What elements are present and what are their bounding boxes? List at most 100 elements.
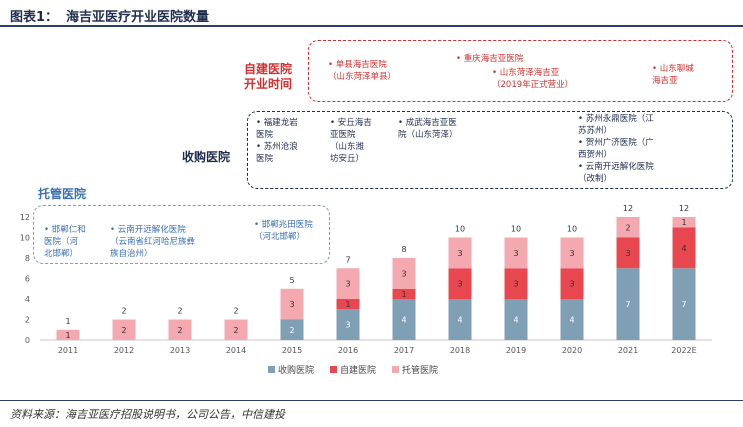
own-note-4: • 山东聊城 海吉亚 <box>652 64 694 86</box>
own-note-2: • 重庆海吉亚医院 <box>456 54 524 64</box>
managed-note-3: • 邯郸兆田医院 （河北邯郸） <box>254 220 313 242</box>
acquired-note-2: • 安丘海吉 亚医院 （山东潍 坊安丘） <box>330 118 372 164</box>
own-note-3: • 山东菏泽海吉亚 （2019年正式营业） <box>492 68 574 90</box>
bar-segment <box>112 319 136 340</box>
figure-title-text: 海吉亚医疗开业医院数量 <box>66 10 210 25</box>
segment-value-label: 4 <box>513 316 518 325</box>
y-axis-ticks: 0 2 4 6 8 10 12 <box>20 213 30 345</box>
x-tick-label: 2022E <box>671 346 696 355</box>
segment-value-label: 2 <box>233 326 238 335</box>
legend-swatch <box>330 366 337 373</box>
bar-segment <box>504 237 528 269</box>
segment-value-label: 3 <box>513 280 518 289</box>
y-tick-label: 8 <box>25 254 30 263</box>
legend-label: 自建医院 <box>340 364 376 376</box>
figure-title: 图表1： 海吉亚医疗开业医院数量 <box>10 6 209 25</box>
top-rule <box>0 25 743 27</box>
segment-value-label: 2 <box>289 326 294 335</box>
segment-value-label: 3 <box>345 321 350 330</box>
segment-value-label: 3 <box>513 249 518 258</box>
bar-segment <box>504 299 528 340</box>
bars: 0011002200220022235313741384331043310433… <box>56 204 696 341</box>
x-axis-ticks: 2011 2012 2013 2014 2015 2016 2017 2018 2019 2020… <box>58 346 697 355</box>
bar-total-label: 5 <box>289 276 294 285</box>
x-tick-label: 2014 <box>226 346 246 355</box>
acquired-note-1: • 福建龙岩 医院 • 苏州沧浪 医院 <box>256 118 298 164</box>
segment-value-label: 2 <box>625 223 630 232</box>
segment-value-label: 3 <box>457 249 462 258</box>
segment-value-label: 1 <box>345 300 350 309</box>
bar-segment <box>336 299 360 310</box>
segment-value-label: 7 <box>681 300 686 309</box>
bar-segment <box>56 329 80 340</box>
bar-segment <box>560 299 584 340</box>
bar-segment <box>672 217 696 228</box>
x-tick-label: 2012 <box>114 346 134 355</box>
segment-value-label: 3 <box>457 280 462 289</box>
bar-total-label: 12 <box>679 204 689 213</box>
segment-value-label: 4 <box>681 244 686 253</box>
bar-segment <box>336 268 360 299</box>
x-tick-label: 2018 <box>450 346 470 355</box>
acquired-hospitals-heading: 收购医院 <box>182 150 231 164</box>
legend-label: 托管医院 <box>402 364 438 376</box>
segment-value-label: 4 <box>457 316 462 325</box>
bar-total-label: 2 <box>121 307 126 316</box>
bar-segment <box>504 268 528 299</box>
x-tick-label: 2015 <box>282 346 302 355</box>
managed-note-1: • 邯郸仁和 医院（河 北邯郸） <box>44 225 86 259</box>
y-tick-label: 2 <box>25 316 30 325</box>
own-note-1: • 单县海吉医院 （山东菏泽单县） <box>328 60 397 82</box>
managed-note-2: • 云南开远解化医院 （云南省红河哈尼族彝 族自治州） <box>110 225 196 259</box>
acquired-note-4: • 苏州永鼎医院（江 苏苏州） • 贺州广济医院（广 西贺州） • 云南开远解化… <box>578 114 654 184</box>
segment-value-label: 4 <box>569 316 574 325</box>
x-tick-label: 2019 <box>506 346 526 355</box>
x-tick-label: 2020 <box>562 346 582 355</box>
source-note: 资料来源：海吉亚医疗招股说明书，公司公告，中信建投 <box>10 408 285 421</box>
own-hospitals-heading: 自建医院 开业时间 <box>243 62 292 91</box>
bar-segment <box>168 319 192 340</box>
segment-value-label: 1 <box>681 218 686 227</box>
segment-value-label: 1 <box>401 290 406 299</box>
bar-total-label: 2 <box>233 307 238 316</box>
acquired-hospitals-box <box>247 111 733 189</box>
segment-value-label: 3 <box>401 269 406 278</box>
bar-segment <box>392 288 416 299</box>
bar-total-label: 12 <box>623 204 633 213</box>
bar-segment <box>448 268 472 299</box>
bar-total-label: 10 <box>511 225 521 234</box>
segment-value-label: 7 <box>625 300 630 309</box>
bar-segment <box>392 299 416 340</box>
bottom-rule <box>0 400 743 401</box>
segment-value-label: 2 <box>121 326 126 335</box>
segment-value-label: 1 <box>65 331 70 340</box>
y-tick-label: 10 <box>20 234 30 243</box>
bar-segment <box>448 237 472 269</box>
y-tick-label: 0 <box>25 336 30 345</box>
bar-segment <box>280 288 304 320</box>
y-tick-label: 6 <box>25 275 30 284</box>
legend-swatch <box>268 366 275 373</box>
bar-segment <box>448 299 472 340</box>
x-tick-label: 2017 <box>394 346 414 355</box>
bar-total-label: 1 <box>65 317 70 326</box>
bar-segment <box>336 309 360 340</box>
bar-total-label: 10 <box>567 225 577 234</box>
bar-total-label: 2 <box>177 307 182 316</box>
segment-value-label: 3 <box>569 249 574 258</box>
acquired-note-3: • 成武海吉亚医 院（山东菏泽） <box>398 118 458 140</box>
bar-segment <box>560 268 584 299</box>
x-tick-label: 2016 <box>338 346 358 355</box>
bar-segment <box>616 217 640 238</box>
managed-hospitals-box <box>33 205 330 264</box>
bar-segment <box>560 237 584 269</box>
segment-value-label: 4 <box>401 316 406 325</box>
legend-swatch <box>392 366 399 373</box>
bar-total-label: 8 <box>401 245 406 254</box>
bar-total-label: 10 <box>455 225 465 234</box>
x-tick-label: 2011 <box>58 346 78 355</box>
bar-segment <box>280 319 304 340</box>
bar-segment <box>224 319 248 340</box>
segment-value-label: 3 <box>345 280 350 289</box>
